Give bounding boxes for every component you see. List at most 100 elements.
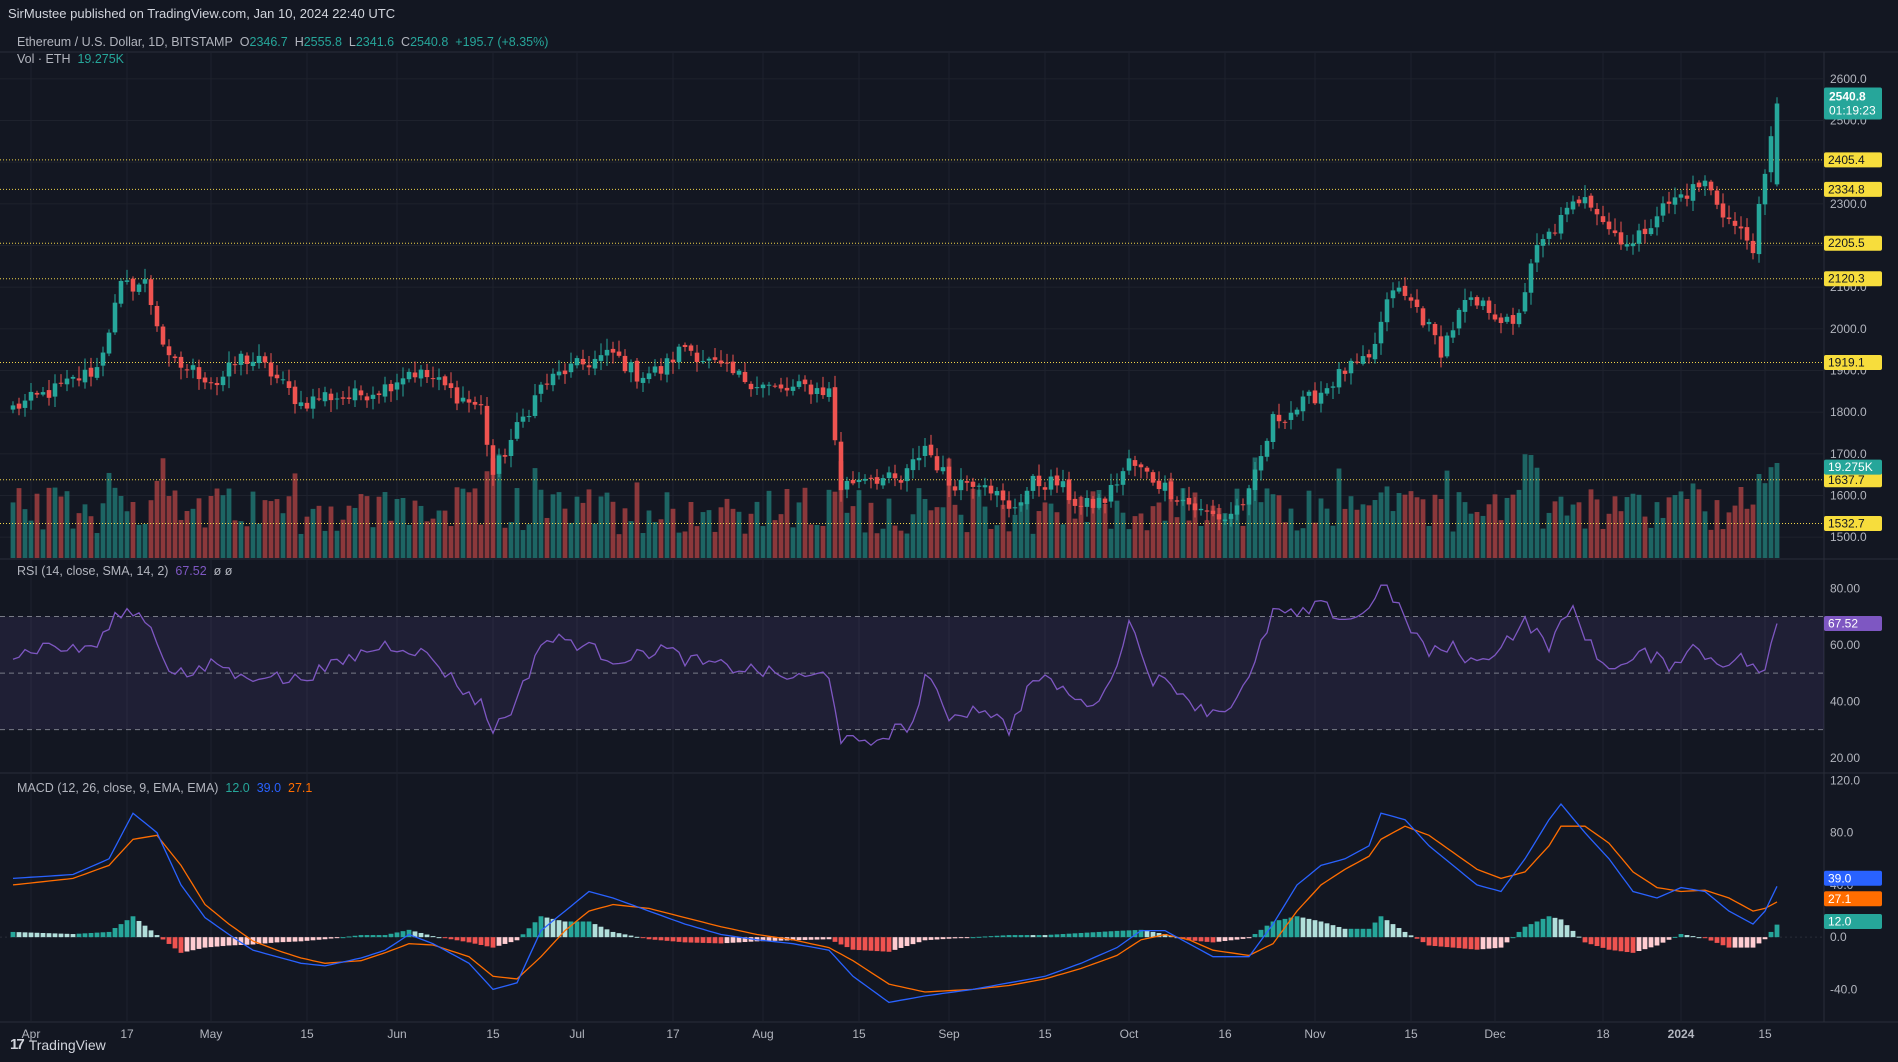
candle-body bbox=[1102, 498, 1108, 503]
level-price-tag bbox=[1824, 355, 1882, 371]
volume-bar bbox=[1594, 499, 1600, 558]
volume-bar bbox=[424, 521, 430, 558]
volume-bar bbox=[1702, 511, 1708, 558]
candle-body bbox=[1312, 390, 1318, 404]
volume-bar bbox=[874, 533, 880, 558]
candle-body bbox=[1474, 297, 1480, 306]
candle-body bbox=[1702, 180, 1708, 187]
macd-histogram-bar bbox=[478, 937, 484, 945]
candle-body bbox=[238, 353, 244, 365]
candle-body bbox=[1774, 103, 1780, 185]
volume-bar bbox=[814, 525, 820, 558]
candle-body bbox=[502, 455, 508, 457]
macd-signal-tag-text: 39.0 bbox=[1828, 871, 1852, 885]
candle-body bbox=[1672, 197, 1678, 205]
candle-body bbox=[664, 358, 670, 375]
macd-histogram-bar bbox=[622, 934, 628, 938]
macd-histogram-bar bbox=[142, 925, 148, 938]
volume-bar bbox=[1774, 463, 1780, 558]
volume-bar bbox=[454, 487, 460, 558]
candle-body bbox=[1018, 502, 1024, 506]
macd-histogram-bar bbox=[988, 936, 994, 938]
volume-bar bbox=[724, 498, 730, 558]
volume-bar bbox=[280, 513, 286, 558]
volume-bar bbox=[304, 516, 310, 558]
macd-histogram-bar bbox=[718, 937, 724, 944]
candle-body bbox=[1138, 464, 1144, 468]
candle-body bbox=[118, 280, 124, 304]
volume-bar bbox=[1606, 513, 1612, 558]
tradingview-logo[interactable]: 17 TradingView bbox=[10, 1036, 106, 1053]
volume-bar bbox=[316, 505, 322, 558]
candle-body bbox=[916, 457, 922, 461]
candle-body bbox=[442, 376, 448, 386]
candle-body bbox=[1204, 510, 1210, 512]
macd-histogram-bar bbox=[1450, 937, 1456, 948]
candle-body bbox=[1288, 412, 1294, 420]
volume-bar bbox=[40, 529, 46, 558]
volume-bar bbox=[748, 513, 754, 558]
volume-bar bbox=[352, 507, 358, 558]
volume-bar bbox=[1450, 531, 1456, 558]
macd-histogram-bar bbox=[844, 937, 850, 948]
volume-bar bbox=[1192, 492, 1198, 558]
macd-histogram-bar bbox=[1690, 936, 1696, 938]
macd-histogram-bar bbox=[808, 937, 814, 940]
candle-body bbox=[1570, 201, 1576, 210]
macd-histogram-bar bbox=[928, 937, 934, 940]
time-tick-label: Nov bbox=[1304, 1027, 1325, 1041]
rsi-tick-label: 40.00 bbox=[1830, 694, 1860, 708]
candle-body bbox=[574, 358, 580, 366]
candle-body bbox=[1054, 475, 1060, 486]
candle-body bbox=[922, 445, 928, 456]
volume-bar bbox=[94, 533, 100, 558]
macd-histogram-bar bbox=[1162, 934, 1168, 938]
volume-bar bbox=[880, 528, 886, 558]
volume-bar bbox=[856, 490, 862, 558]
volume-bar bbox=[1498, 520, 1504, 558]
price-tick-label: 2000.0 bbox=[1830, 322, 1867, 336]
candle-body bbox=[1306, 391, 1312, 396]
volume-bar bbox=[526, 524, 532, 558]
macd-histogram-bar bbox=[1276, 920, 1282, 938]
volume-bar bbox=[628, 521, 634, 558]
volume-bar bbox=[658, 519, 664, 558]
candle-body bbox=[892, 473, 898, 479]
macd-histogram-bar bbox=[1252, 934, 1258, 938]
level-price-tag bbox=[1824, 235, 1882, 251]
candle-body bbox=[1078, 505, 1084, 507]
last-price-text: 2540.8 bbox=[1829, 90, 1866, 104]
volume-bar bbox=[688, 502, 694, 558]
candle-body bbox=[976, 485, 982, 487]
rsi-label: RSI (14, close, SMA, 14, 2) bbox=[17, 564, 169, 578]
volume-bar bbox=[592, 523, 598, 558]
macd-histogram-bar bbox=[1036, 935, 1042, 938]
candle-body bbox=[760, 384, 766, 389]
macd-histogram-bar bbox=[778, 937, 784, 941]
macd-histogram-bar bbox=[1744, 937, 1750, 948]
candle-body bbox=[1150, 472, 1156, 483]
macd-histogram-bar bbox=[790, 937, 796, 941]
macd-histogram-bar bbox=[568, 921, 574, 938]
macd-histogram-bar bbox=[28, 932, 34, 938]
volume-bar bbox=[1624, 497, 1630, 558]
last-price-tag bbox=[1824, 87, 1882, 120]
candle-body bbox=[160, 326, 166, 345]
volume-bar bbox=[1402, 494, 1408, 558]
candle-body bbox=[1426, 321, 1432, 325]
volume-bar bbox=[772, 520, 778, 558]
macd-histogram-bar bbox=[358, 935, 364, 938]
macd-tick-label: -40.0 bbox=[1830, 982, 1858, 996]
candle-body bbox=[844, 480, 850, 490]
volume-bar bbox=[706, 510, 712, 558]
volume-bar bbox=[436, 510, 442, 558]
volume-bar bbox=[1708, 529, 1714, 558]
candle-body bbox=[202, 377, 208, 383]
volume-bar bbox=[274, 499, 280, 558]
volume-bar bbox=[34, 493, 40, 558]
macd-histogram-bar bbox=[1048, 934, 1054, 938]
macd-histogram-bar bbox=[1288, 917, 1294, 938]
candle-body bbox=[802, 379, 808, 385]
volume-bar bbox=[1414, 497, 1420, 558]
